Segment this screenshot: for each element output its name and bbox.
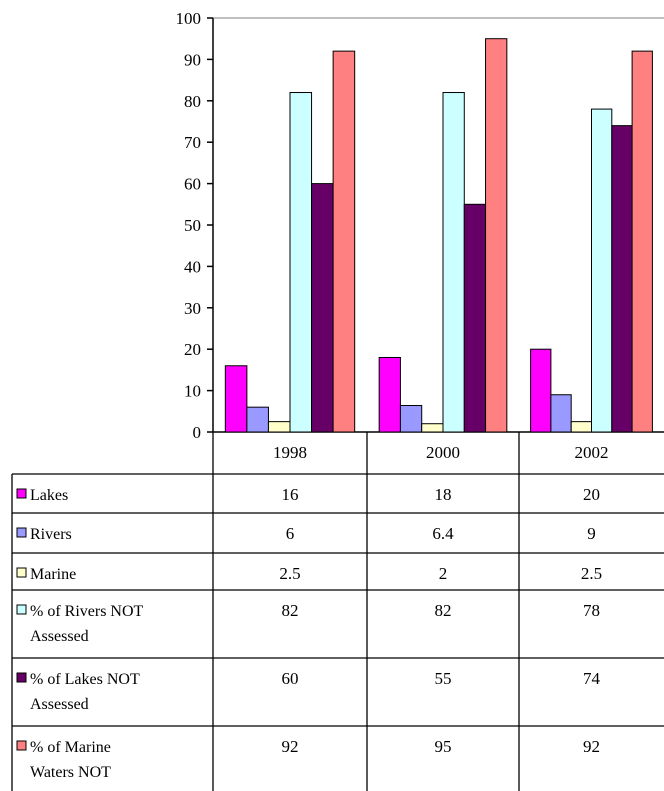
- data-label: 74: [583, 669, 601, 688]
- x-tick-label: 2000: [426, 443, 460, 462]
- legend-label: Marine: [30, 566, 76, 583]
- bar: [246, 406, 269, 433]
- legend-key: [16, 567, 27, 578]
- legend-label: Assessed: [30, 628, 89, 645]
- legend-key: [16, 488, 27, 499]
- legend-label: % of Rivers NOT: [30, 603, 144, 620]
- data-label: 6: [286, 524, 295, 543]
- y-tick-label: 40: [184, 257, 201, 276]
- data-label: 9: [587, 524, 596, 543]
- bar: [550, 394, 572, 433]
- legend-label: Assessed: [30, 696, 89, 713]
- legend-key: [16, 527, 27, 538]
- data-label: 16: [282, 485, 299, 504]
- data-label: 2.5: [581, 564, 602, 583]
- y-tick-label: 80: [184, 92, 201, 111]
- data-label: 95: [435, 737, 452, 756]
- bar: [421, 423, 444, 433]
- x-tick-label: 2002: [575, 443, 609, 462]
- bar: [378, 356, 401, 433]
- y-tick-label: 0: [193, 423, 202, 442]
- bars: [224, 38, 653, 433]
- bar: [224, 365, 248, 433]
- data-label: 82: [435, 601, 452, 620]
- legend-key: [16, 740, 27, 751]
- y-tick-label: 90: [184, 50, 201, 69]
- legend-key: [16, 672, 27, 683]
- legend-label: Waters NOT: [30, 764, 111, 781]
- legend-label: Rivers: [30, 526, 72, 543]
- axes: 0 10 20 30 40 50 60 70 80 90 100: [176, 9, 664, 442]
- bar: [289, 92, 313, 433]
- bar: [631, 50, 653, 433]
- data-table: 1998 2000 2002 Lakes 16 18 20 Rivers 6 6.4 9 Marine…: [11, 432, 664, 791]
- bar: [332, 50, 356, 433]
- legend-label: % of Marine: [30, 739, 111, 756]
- data-label: 92: [583, 737, 600, 756]
- legend-label: Lakes: [30, 487, 68, 504]
- bar: [267, 421, 291, 433]
- x-tick-label: 1998: [273, 443, 307, 462]
- data-label: 20: [583, 485, 600, 504]
- data-label: 55: [435, 669, 452, 688]
- y-tick-label: 70: [184, 133, 201, 152]
- bar: [442, 92, 465, 433]
- y-tick-label: 20: [184, 340, 201, 359]
- data-label: 6.4: [432, 524, 454, 543]
- legend-label: % of Lakes NOT: [30, 671, 140, 688]
- data-label: 78: [583, 601, 600, 620]
- bar: [399, 405, 423, 433]
- y-tick-label: 30: [184, 299, 201, 318]
- y-tick-label: 60: [184, 175, 201, 194]
- bar: [611, 125, 633, 433]
- y-tick-label: 50: [184, 216, 201, 235]
- data-label: 60: [282, 669, 299, 688]
- bar: [570, 421, 593, 433]
- data-label: 2: [439, 564, 448, 583]
- bar: [530, 348, 552, 433]
- data-label: 2.5: [279, 564, 300, 583]
- data-label: 18: [435, 485, 452, 504]
- bar: [463, 203, 487, 433]
- data-label: 92: [282, 737, 299, 756]
- data-label: 82: [282, 601, 299, 620]
- legend-key: [16, 604, 27, 615]
- bar: [311, 183, 334, 433]
- y-tick-label: 10: [184, 382, 201, 401]
- bar: [485, 38, 508, 433]
- y-tick-label: 100: [176, 9, 202, 28]
- bar: [591, 108, 613, 433]
